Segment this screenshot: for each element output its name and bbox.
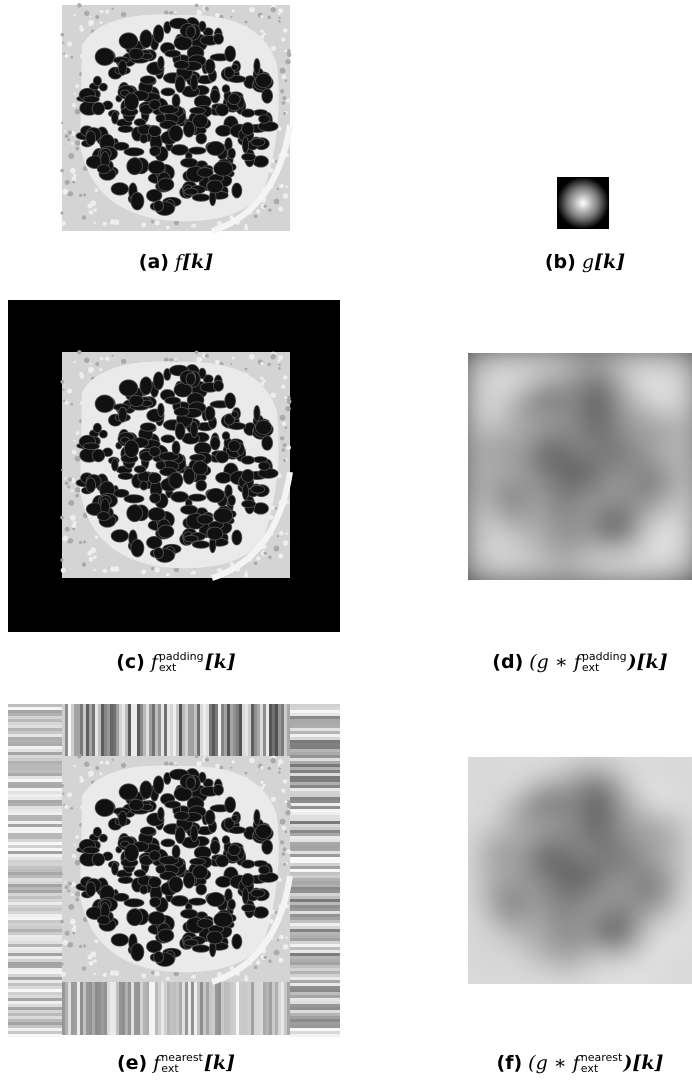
superscript: nearest xyxy=(581,1052,623,1063)
image-b xyxy=(557,177,609,229)
caption-label: (b) xyxy=(545,251,576,273)
caption-label: (a) xyxy=(139,251,169,273)
caption-argument: [k] xyxy=(594,251,625,273)
superscript: padding xyxy=(582,651,627,662)
figure xyxy=(0,0,692,1082)
caption-label: (e) xyxy=(117,1052,147,1074)
caption: (b) g[k] xyxy=(545,250,625,275)
image-d xyxy=(400,290,692,650)
caption-label: (f) xyxy=(497,1052,523,1074)
caption-math: g xyxy=(582,251,594,273)
subscript: ext xyxy=(581,1063,623,1074)
caption: (a)f[k] xyxy=(139,250,213,275)
caption-math: f xyxy=(153,1052,160,1074)
image-a xyxy=(60,3,291,231)
image-e xyxy=(60,754,291,982)
superscript: nearest xyxy=(161,1052,203,1063)
caption-argument: [k] xyxy=(204,1052,235,1074)
subscript: ext xyxy=(159,662,204,673)
caption-math: (g ∗ f xyxy=(529,651,581,673)
caption-label: (d) xyxy=(492,651,523,673)
page: (a)f[k](b)g[k](c)fpaddingext[k](d)(g ∗ f… xyxy=(0,0,692,1082)
caption-argument: )[k] xyxy=(628,651,668,673)
caption-math: (g ∗ f xyxy=(528,1052,580,1074)
superscript: padding xyxy=(159,651,204,662)
caption-label: (c) xyxy=(116,651,145,673)
caption-argument: )[k] xyxy=(623,1052,663,1074)
subscript: ext xyxy=(582,662,627,673)
image-f xyxy=(440,730,692,1020)
caption-argument: [k] xyxy=(182,251,213,273)
subscript: ext xyxy=(161,1063,203,1074)
caption-argument: [k] xyxy=(205,651,236,673)
caption-math: f xyxy=(151,651,158,673)
image-c xyxy=(60,350,291,578)
